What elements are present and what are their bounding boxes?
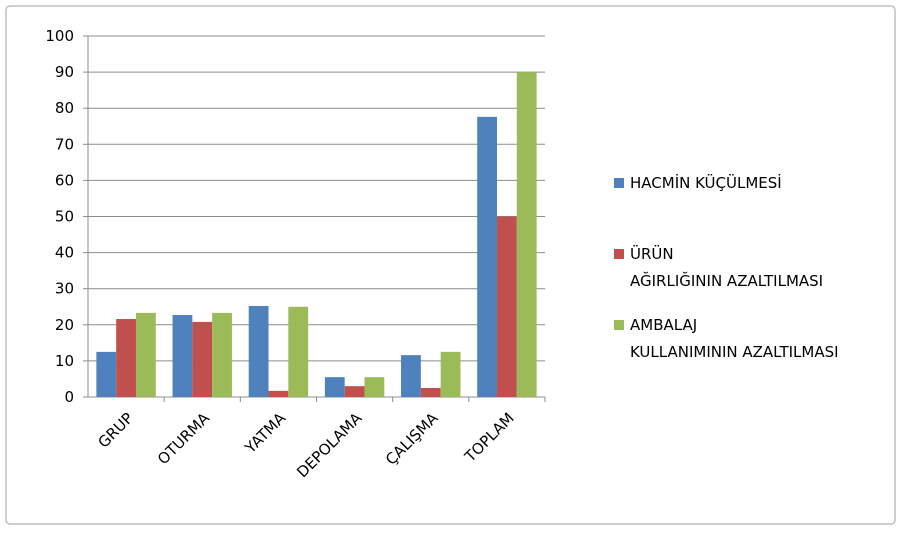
bar xyxy=(135,312,156,397)
y-tick-label: 40 xyxy=(55,244,74,262)
y-tick-label: 0 xyxy=(64,388,74,406)
legend-item: AMBALAJ KULLANIMININ AZALTILMASI xyxy=(614,316,839,361)
bar xyxy=(192,321,213,397)
bar xyxy=(477,116,498,397)
y-tick-label: 100 xyxy=(45,27,74,45)
bar xyxy=(364,377,385,397)
y-tick-label: 50 xyxy=(55,208,74,226)
y-tick-label: 20 xyxy=(55,316,74,334)
bar xyxy=(401,355,421,397)
legend-swatch xyxy=(614,249,624,259)
bar xyxy=(420,387,441,397)
bar xyxy=(172,315,193,397)
chart-frame xyxy=(5,5,896,525)
bar xyxy=(497,216,517,397)
y-tick-label: 70 xyxy=(55,135,74,153)
bar xyxy=(516,72,537,397)
y-tick-label: 80 xyxy=(55,99,74,117)
y-tick-label: 10 xyxy=(55,352,74,370)
bar xyxy=(96,351,117,397)
legend-item: ÜRÜN AĞIRLIĞININ AZALTILMASI xyxy=(614,244,823,290)
legend-label: AMBALAJ KULLANIMININ AZALTILMASI xyxy=(630,316,839,361)
legend-swatch xyxy=(614,320,624,330)
y-tick-label: 90 xyxy=(55,63,74,81)
bar xyxy=(248,306,269,397)
bar xyxy=(440,351,461,397)
bar xyxy=(268,390,289,397)
legend-swatch xyxy=(614,178,624,188)
bar xyxy=(288,306,309,397)
y-tick-label: 60 xyxy=(55,171,74,189)
bar xyxy=(344,386,365,397)
bar xyxy=(212,312,232,397)
legend-label: HACMİN KÜÇÜLMESİ xyxy=(630,173,782,192)
legend-label: ÜRÜN AĞIRLIĞININ AZALTILMASI xyxy=(630,244,823,290)
legend-item: HACMİN KÜÇÜLMESİ xyxy=(614,173,782,192)
y-tick-label: 30 xyxy=(55,280,74,298)
bar xyxy=(116,319,136,397)
bar xyxy=(324,377,345,397)
